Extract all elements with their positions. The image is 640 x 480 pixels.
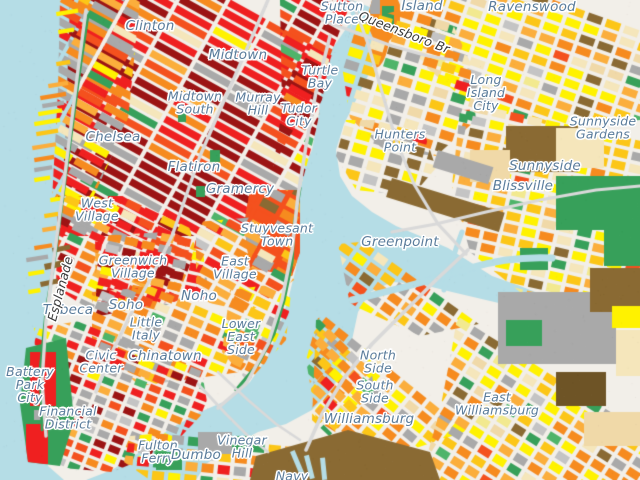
neighborhood-label-tudor-city: Tudor City [280, 100, 318, 128]
neighborhood-label-gramercy: Gramercy [205, 181, 275, 198]
neighborhood-label-dumbo: Dumbo [171, 447, 221, 464]
neighborhood-label-long-island-city: Long Island City [466, 71, 506, 113]
neighborhood-label-lower-east-side: Lower East Side [221, 315, 261, 357]
neighborhood-label-south-side: South Side [356, 377, 394, 405]
neighborhood-label-chinatown: Chinatown [128, 348, 202, 365]
neighborhood-label-greenwich-village: Greenwich Village [98, 252, 168, 280]
neighborhood-label-north-side: North Side [360, 347, 396, 375]
neighborhood-label-blissville: Blissville [492, 178, 554, 195]
neighborhood-label-east-village: East Village [213, 253, 257, 281]
neighborhood-label-sunnyside: Sunnyside [509, 158, 581, 175]
neighborhood-label-vinegar-hill: Vinegar Hill [217, 432, 267, 460]
neighborhood-label-stuyvesant-town: Stuyvesant Town [240, 220, 314, 248]
neighborhood-label-noho: Noho [181, 288, 217, 305]
neighborhood-label-greenpoint: Greenpoint [361, 234, 439, 251]
neighborhood-label-sunnyside-gardens: Sunnyside Gardens [569, 113, 637, 141]
neighborhood-label-clinton: Clinton [125, 18, 175, 35]
neighborhood-label-williamsburg: Williamsburg [323, 411, 415, 428]
neighborhood-label-chelsea: Chelsea [85, 129, 141, 146]
neighborhood-label-turtle-bay: Turtle Bay [301, 62, 339, 90]
neighborhood-label-civic-center: Civic Center [79, 347, 123, 375]
neighborhood-label-financial-district: Financial District [39, 403, 97, 431]
neighborhood-label-midtown-south: Midtown South [167, 88, 223, 116]
neighborhood-label-little-italy: Little Italy [129, 314, 163, 342]
neighborhood-label-hunters-point: Hunters Point [374, 126, 426, 154]
neighborhood-label-sutton-place: Sutton Place [320, 0, 364, 26]
neighborhood-label-navy-yard: Navy [275, 468, 309, 480]
neighborhood-label-fulton-ferry: Fulton Ferry [138, 437, 178, 465]
neighborhood-label-midtown: Midtown [208, 47, 268, 64]
neighborhood-label-flatiron: Flatiron [167, 159, 221, 176]
neighborhood-label-tribeca: Tribeca [42, 302, 94, 319]
neighborhood-label-battery-park-city: Battery Park City [6, 363, 54, 405]
neighborhood-label-island: Island [401, 0, 443, 15]
neighborhood-label-east-williamsburg: East Williamsburg [455, 389, 539, 417]
neighborhood-label-ravenswood: Ravenswood [488, 0, 576, 16]
neighborhood-label-murray-hill: Murray Hill [235, 89, 281, 117]
neighborhood-label-soho: Soho [108, 297, 144, 314]
neighborhood-label-west-village: West Village [75, 195, 119, 223]
